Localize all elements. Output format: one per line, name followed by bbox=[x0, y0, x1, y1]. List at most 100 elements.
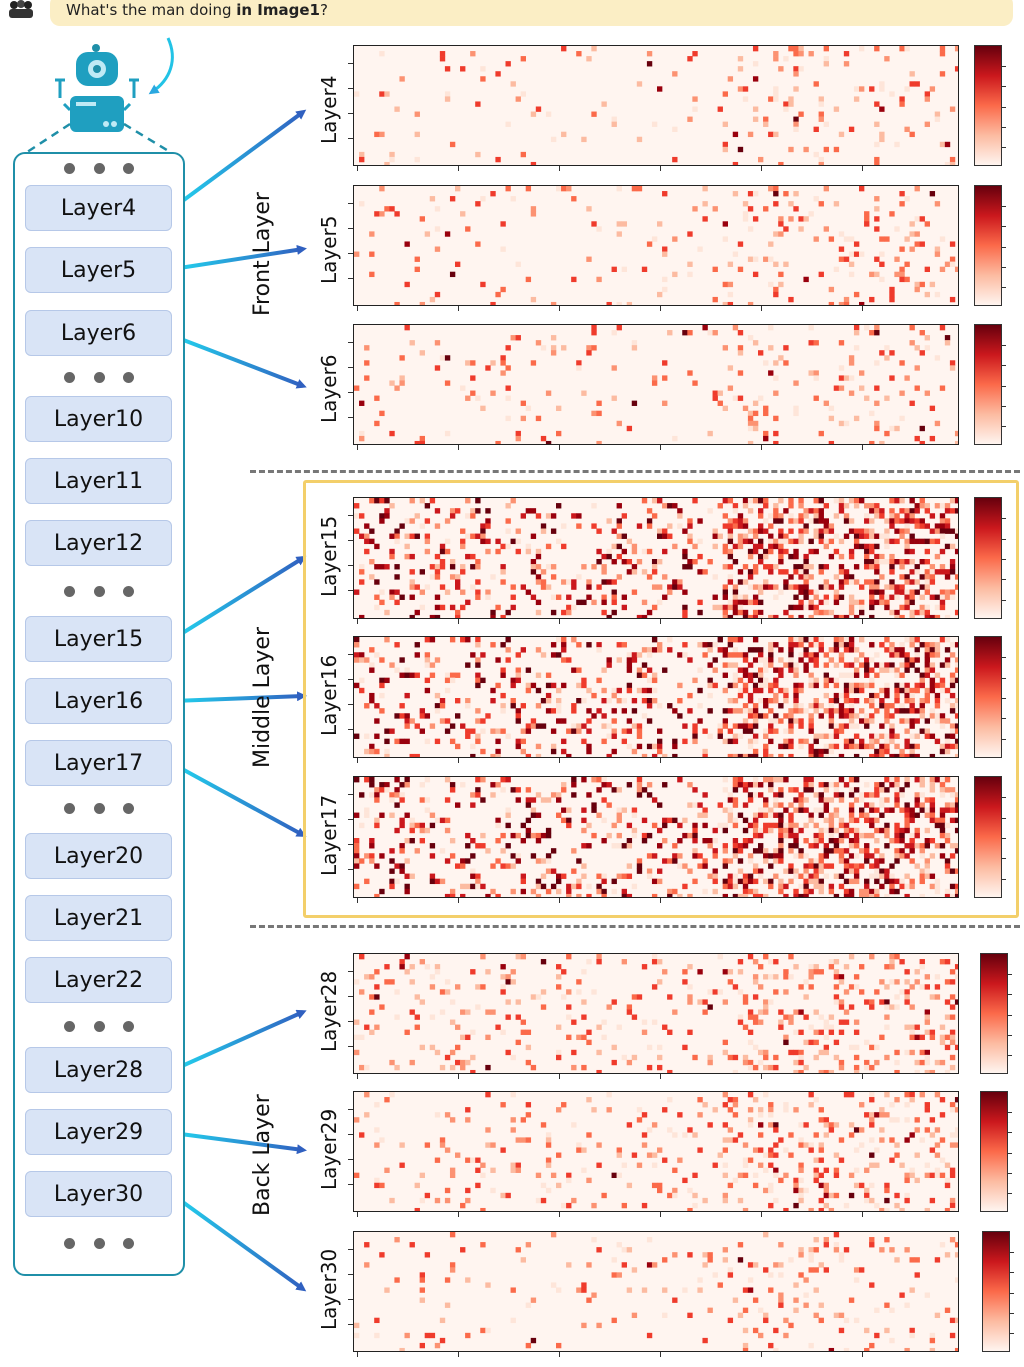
heat-cell bbox=[631, 652, 638, 658]
heat-cell bbox=[591, 503, 597, 509]
heat-cell bbox=[535, 832, 542, 839]
heat-cell bbox=[828, 1127, 835, 1133]
heat-cell bbox=[803, 604, 809, 611]
heat-cell bbox=[828, 743, 835, 750]
heat-cell bbox=[843, 738, 850, 745]
heat-cell bbox=[747, 301, 754, 305]
heat-cell bbox=[591, 564, 597, 570]
y-tick bbox=[348, 417, 353, 418]
heat-cell bbox=[672, 435, 678, 442]
layer-button-layer29[interactable]: Layer29 bbox=[25, 1109, 172, 1155]
y-tick bbox=[348, 1299, 353, 1300]
heat-cell bbox=[495, 858, 501, 864]
heat-cell bbox=[444, 589, 451, 595]
heat-cell bbox=[939, 677, 946, 684]
heat-cell bbox=[692, 853, 698, 859]
heatmap-layer6 bbox=[353, 324, 959, 445]
heat-cell bbox=[540, 569, 547, 575]
heat-cell bbox=[636, 743, 643, 750]
heat-cell bbox=[752, 569, 759, 575]
heat-cell bbox=[596, 528, 602, 534]
layer-button-layer17[interactable]: Layer17 bbox=[25, 740, 172, 786]
heat-cell bbox=[934, 703, 941, 709]
heat-cell bbox=[919, 713, 925, 719]
heat-cell bbox=[702, 858, 708, 864]
heat-cell bbox=[576, 1142, 582, 1148]
heat-cell bbox=[874, 46, 880, 52]
heat-cell bbox=[556, 878, 562, 885]
heat-cell bbox=[904, 126, 910, 133]
heat-cell bbox=[874, 827, 880, 834]
heat-cell bbox=[732, 753, 739, 757]
heat-cell bbox=[495, 728, 501, 734]
heat-cell bbox=[778, 832, 784, 839]
heat-cell bbox=[808, 370, 814, 376]
heat-cell bbox=[853, 533, 860, 539]
layer-button-layer11[interactable]: Layer11 bbox=[25, 458, 172, 504]
heat-cell bbox=[687, 523, 693, 529]
heat-cell bbox=[561, 1102, 567, 1108]
heat-cell bbox=[621, 533, 627, 539]
layer-button-layer30[interactable]: Layer30 bbox=[25, 1171, 172, 1217]
heat-cell bbox=[833, 984, 840, 990]
heat-cell bbox=[550, 1282, 557, 1288]
heat-cell bbox=[621, 698, 627, 704]
heat-cell bbox=[379, 677, 385, 684]
layer-button-layer22[interactable]: Layer22 bbox=[25, 957, 172, 1003]
heat-cell bbox=[596, 873, 602, 879]
heat-cell bbox=[611, 728, 617, 734]
layer-button-layer16[interactable]: Layer16 bbox=[25, 678, 172, 724]
heat-cell bbox=[763, 748, 769, 755]
heat-cell bbox=[803, 1302, 809, 1308]
heat-cell bbox=[530, 559, 537, 565]
heat-cell bbox=[884, 1197, 890, 1204]
heat-cell bbox=[818, 812, 824, 818]
heat-cell bbox=[505, 1014, 511, 1020]
layer-button-layer4[interactable]: Layer4 bbox=[25, 185, 172, 231]
heat-cell bbox=[682, 652, 688, 658]
heat-cell bbox=[581, 1147, 587, 1153]
heat-cell bbox=[596, 1049, 602, 1056]
heat-cell bbox=[444, 430, 451, 437]
heat-cell bbox=[404, 553, 410, 560]
heat-cell bbox=[737, 569, 744, 575]
heat-cell bbox=[828, 538, 835, 545]
heat-cell bbox=[505, 657, 511, 663]
heat-cell bbox=[601, 1034, 607, 1041]
heat-cell bbox=[889, 1157, 895, 1163]
heat-cell bbox=[884, 594, 890, 600]
heat-cell bbox=[404, 969, 410, 975]
heat-cell bbox=[359, 822, 365, 829]
heat-cell bbox=[550, 1232, 557, 1238]
layer-button-layer12[interactable]: Layer12 bbox=[25, 520, 172, 566]
heat-cell bbox=[500, 355, 506, 361]
heat-cell bbox=[788, 868, 794, 874]
heat-cell bbox=[747, 1262, 754, 1268]
heat-cell bbox=[525, 687, 532, 694]
layer-button-layer10[interactable]: Layer10 bbox=[25, 396, 172, 442]
heat-cell bbox=[475, 777, 481, 783]
heat-cell bbox=[465, 883, 471, 890]
layer-button-layer21[interactable]: Layer21 bbox=[25, 895, 172, 941]
heat-cell bbox=[697, 1097, 703, 1103]
layer-button-layer6[interactable]: Layer6 bbox=[25, 310, 172, 356]
layer-button-layer5[interactable]: Layer5 bbox=[25, 247, 172, 293]
heat-cell bbox=[944, 738, 951, 745]
heat-cell bbox=[848, 893, 855, 897]
heat-cell bbox=[788, 1014, 794, 1020]
heat-cell bbox=[929, 787, 936, 793]
heat-cell bbox=[500, 848, 506, 854]
layer-button-layer28[interactable]: Layer28 bbox=[25, 1047, 172, 1093]
layer-button-layer20[interactable]: Layer20 bbox=[25, 833, 172, 879]
layer-button-layer15[interactable]: Layer15 bbox=[25, 616, 172, 662]
heat-cell bbox=[808, 777, 814, 783]
heat-cell bbox=[929, 1172, 936, 1179]
heat-cell bbox=[768, 1342, 774, 1349]
heat-cell bbox=[379, 1182, 385, 1189]
heat-cell bbox=[853, 657, 860, 663]
heat-cell bbox=[354, 91, 360, 97]
x-tick bbox=[559, 1212, 560, 1217]
heat-cell bbox=[550, 748, 557, 755]
heat-cell bbox=[712, 838, 718, 844]
heat-cell bbox=[434, 553, 441, 560]
